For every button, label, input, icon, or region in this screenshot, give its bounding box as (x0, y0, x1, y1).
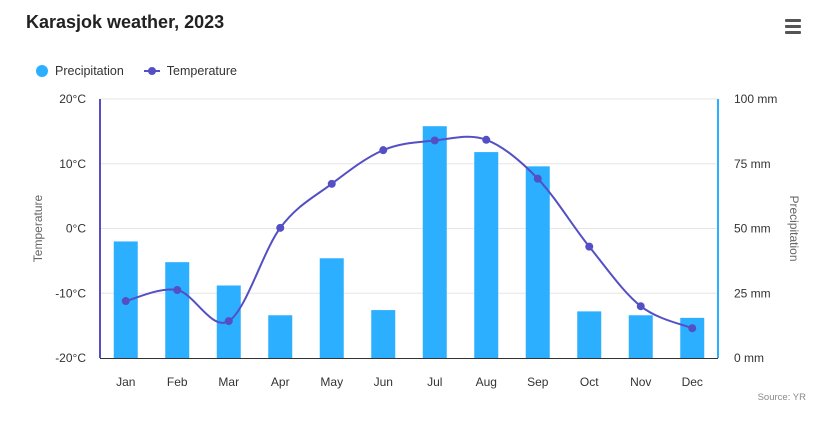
y-right-tick-label: 100 mm (734, 92, 777, 106)
x-tick-label: May (320, 375, 343, 389)
temperature-point[interactable] (430, 136, 439, 145)
y-left-tick-label: 0°C (66, 222, 86, 236)
x-tick-label: Sep (527, 375, 549, 389)
temperature-point[interactable] (585, 242, 594, 251)
temperature-point[interactable] (379, 146, 388, 155)
chart-title: Karasjok weather, 2023 (26, 12, 225, 32)
chart-legend: Precipitation Temperature (36, 64, 237, 78)
y-right-tick-label: 0 mm (734, 351, 764, 365)
y-right-tick-label: 50 mm (734, 222, 771, 236)
temperature-line (121, 135, 697, 333)
precipitation-bar[interactable] (371, 310, 396, 358)
axis-labels: -20°C 0 mm -10°C 25 mm 0°C 50 mm 10°C 75 mm 20°C… (31, 92, 801, 389)
y-left-tick-label: -10°C (55, 286, 86, 300)
legend-marker-precipitation (36, 65, 48, 77)
temperature-point[interactable] (173, 286, 182, 295)
precipitation-bar[interactable] (422, 126, 447, 358)
x-tick-label: Jan (116, 375, 135, 389)
temperature-point[interactable] (276, 223, 285, 232)
x-tick-label: Mar (218, 375, 239, 389)
precipitation-bars (113, 126, 705, 358)
precipitation-bar[interactable] (628, 315, 653, 358)
x-tick-label: Apr (271, 375, 290, 389)
precipitation-bar[interactable] (680, 317, 705, 358)
legend-item-temperature[interactable]: Temperature (143, 64, 237, 78)
legend-item-precipitation[interactable]: Precipitation (36, 64, 124, 78)
x-tick-label: Feb (167, 375, 188, 389)
temperature-point[interactable] (121, 297, 130, 306)
precipitation-bar[interactable] (268, 315, 293, 358)
temperature-point[interactable] (327, 179, 336, 188)
y-left-tick-label: 20°C (59, 92, 86, 106)
temperature-point[interactable] (482, 135, 491, 144)
precipitation-bar[interactable] (165, 262, 190, 358)
temperature-point[interactable] (688, 324, 697, 333)
source-credit: Source: YR (757, 392, 806, 403)
x-tick-label: Nov (630, 375, 651, 389)
y-right-tick-label: 25 mm (734, 286, 771, 300)
x-tick-label: Dec (682, 375, 703, 389)
x-tick-label: Jul (427, 375, 442, 389)
y-right-tick-label: 75 mm (734, 157, 771, 171)
legend-marker-temperature (143, 65, 160, 77)
y-left-tick-label: 10°C (59, 157, 86, 171)
x-tick-label: Jun (374, 375, 393, 389)
hamburger-menu-icon[interactable] (782, 16, 804, 36)
legend-label-temperature: Temperature (166, 64, 237, 78)
legend-label-precipitation: Precipitation (55, 64, 124, 78)
axes (99, 99, 719, 359)
x-tick-label: Oct (580, 375, 599, 389)
precipitation-bar[interactable] (474, 152, 499, 358)
temperature-point[interactable] (224, 317, 233, 326)
y-right-axis-title: Precipitation (787, 195, 801, 261)
precipitation-bar[interactable] (319, 258, 344, 358)
y-left-axis-title: Temperature (31, 194, 45, 262)
gridlines (100, 98, 718, 294)
temperature-point[interactable] (533, 174, 542, 183)
y-left-tick-label: -20°C (55, 351, 86, 365)
temperature-point[interactable] (636, 302, 645, 311)
x-tick-label: Aug (476, 375, 497, 389)
precipitation-bar[interactable] (577, 311, 602, 358)
precipitation-bar[interactable] (525, 166, 550, 358)
temperature-series-line (125, 135, 693, 330)
